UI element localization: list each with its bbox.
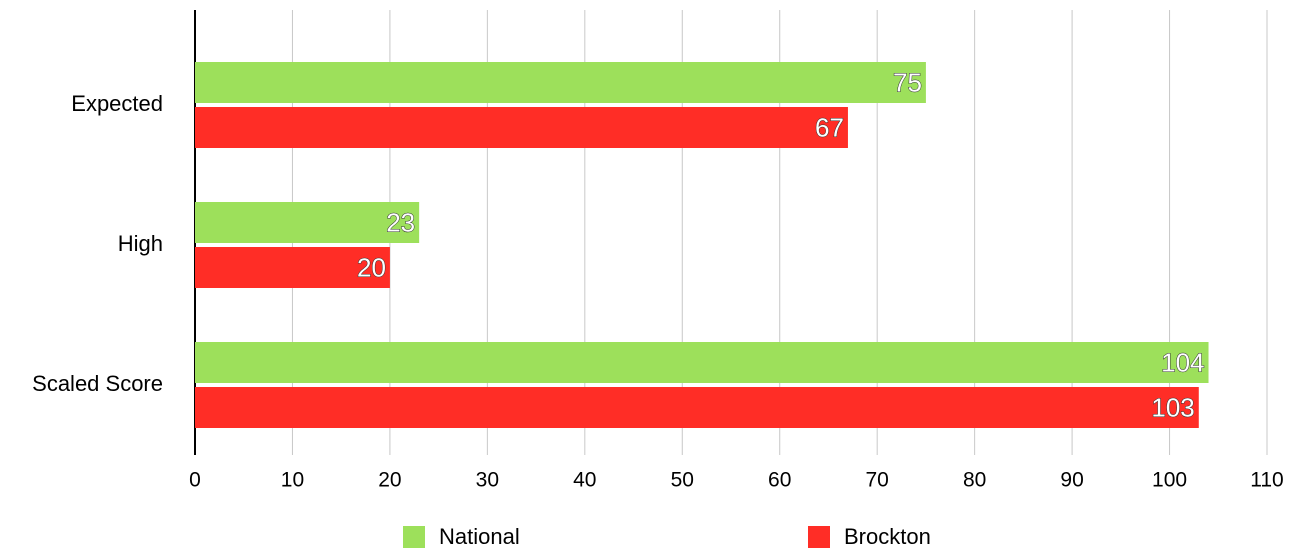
x-tick-label: 110	[1250, 469, 1283, 492]
bar	[195, 247, 390, 288]
bar	[195, 107, 848, 148]
y-tick-label: Expected	[71, 91, 163, 116]
bar	[195, 387, 1199, 428]
x-tick-label: 20	[378, 469, 401, 492]
data-label: 75	[893, 67, 922, 97]
bar	[195, 62, 926, 103]
data-label: 103	[1151, 392, 1194, 422]
legend-label: Brockton	[844, 524, 931, 549]
data-label: 104	[1161, 347, 1204, 377]
x-tick-label: 50	[671, 469, 694, 492]
x-tick-label: 0	[189, 469, 201, 492]
bar	[195, 202, 420, 243]
data-label: 20	[357, 252, 386, 282]
y-tick-label: High	[118, 231, 163, 256]
x-tick-label: 70	[866, 469, 889, 492]
y-tick-label: Scaled Score	[32, 371, 163, 396]
x-tick-label: 80	[963, 469, 986, 492]
data-label: 67	[815, 112, 844, 142]
x-tick-label: 40	[573, 469, 596, 492]
x-tick-label: 100	[1152, 469, 1187, 492]
bar	[195, 342, 1209, 383]
legend-label: National	[439, 524, 520, 549]
x-tick-label: 90	[1060, 469, 1083, 492]
x-tick-label: 30	[476, 469, 499, 492]
legend-swatch	[808, 526, 830, 548]
x-tick-label: 60	[768, 469, 791, 492]
legend-swatch	[403, 526, 425, 548]
x-tick-label: 10	[281, 469, 304, 492]
data-label: 23	[386, 207, 415, 237]
